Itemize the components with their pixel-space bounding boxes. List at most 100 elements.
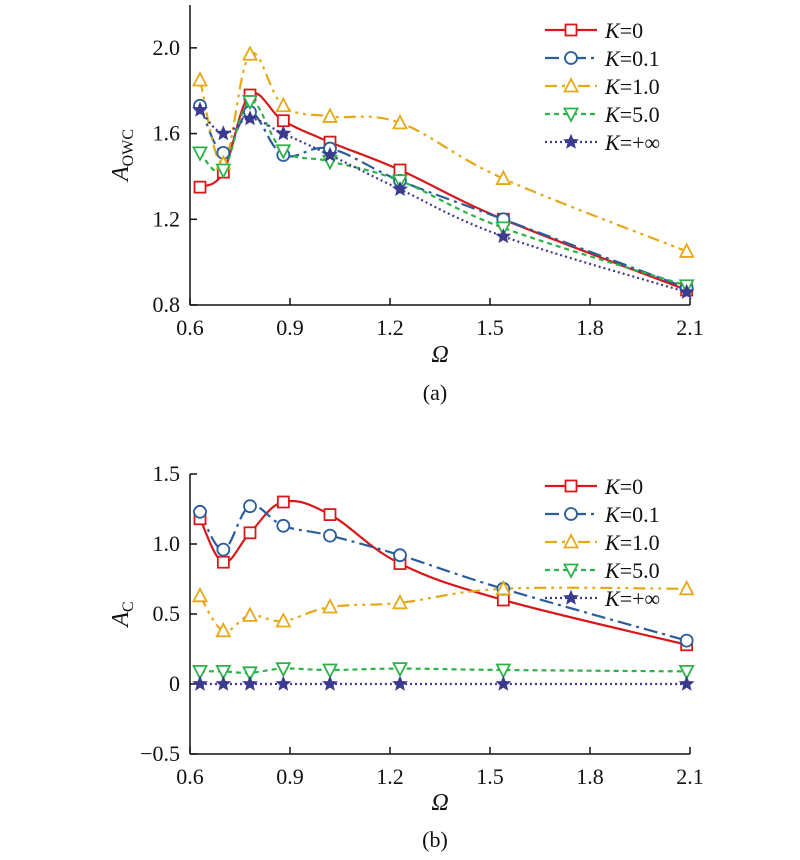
data-point <box>322 146 338 162</box>
data-point <box>495 169 512 185</box>
legend-label-k: K <box>604 530 621 555</box>
data-point <box>243 499 257 514</box>
data-point <box>276 495 290 509</box>
legend-label-k: K <box>604 558 621 583</box>
y-axis-label: AOWC <box>108 129 137 183</box>
y-tick-label: 2.0 <box>153 35 181 60</box>
data-point <box>276 518 291 533</box>
legend-marker <box>563 107 579 123</box>
x-axis-label: Ω <box>431 342 448 368</box>
series-line-3 <box>199 667 687 674</box>
data-point <box>392 593 408 610</box>
legend-label-k: K <box>604 502 621 527</box>
legend-marker <box>564 507 578 521</box>
x-tick-label: 1.8 <box>576 315 604 340</box>
x-tick-label: 1.5 <box>476 764 504 789</box>
y-axis-label-subscript: OWC <box>120 129 137 166</box>
data-point <box>275 96 292 113</box>
y-axis-label-main: A <box>108 612 134 629</box>
legend-label: K=1.0 <box>604 530 660 555</box>
legend-label: K=0 <box>604 474 643 499</box>
data-point <box>275 612 292 628</box>
data-point <box>216 555 230 569</box>
x-tick-label: 0.9 <box>276 764 304 789</box>
legend-label-value: =+∞ <box>620 586 661 611</box>
data-point <box>192 101 208 117</box>
data-point <box>192 146 208 162</box>
data-point <box>276 114 290 128</box>
legend-marker <box>563 77 579 93</box>
data-point <box>242 95 258 111</box>
legend-marker <box>563 589 579 605</box>
x-axis-label: Ω <box>431 790 448 816</box>
x-tick-label: 0.6 <box>176 315 204 340</box>
legend-label: K=0.1 <box>604 502 660 527</box>
data-point <box>242 606 258 622</box>
data-point <box>495 663 512 679</box>
legend-label-k: K <box>604 586 621 611</box>
data-point <box>275 662 292 678</box>
data-point <box>215 125 232 141</box>
data-point <box>242 110 258 126</box>
legend-marker <box>564 23 578 37</box>
data-point <box>322 663 338 679</box>
x-tick-label: 0.9 <box>276 315 304 340</box>
data-point <box>275 144 292 160</box>
y-tick-label: 1.0 <box>153 531 181 556</box>
chart-panel-a: 0.6 0.9 1.2 1.5 1.8 2.10.81.21.62.0ΩAOWCK=0K=… <box>108 5 704 405</box>
y-tick-label: −0.5 <box>140 741 180 766</box>
data-point <box>495 675 512 691</box>
legend-label-value: =0 <box>620 18 643 43</box>
data-point <box>192 586 208 603</box>
legend-label: K=+∞ <box>604 130 660 155</box>
data-point <box>275 125 292 141</box>
legend-marker <box>563 563 579 579</box>
data-point <box>243 526 257 540</box>
x-tick-label: 1.5 <box>476 315 504 340</box>
data-point <box>678 675 695 691</box>
data-point <box>495 228 512 244</box>
legend-label-k: K <box>604 46 621 71</box>
data-point <box>496 593 510 607</box>
data-point <box>495 579 512 596</box>
y-tick-label: 1.5 <box>153 461 181 486</box>
data-point <box>392 113 408 130</box>
legend-label: K=1.0 <box>604 74 660 99</box>
x-tick-label: 2.1 <box>676 315 704 340</box>
data-point <box>678 665 695 681</box>
data-point <box>193 504 207 519</box>
x-tick-label: 2.1 <box>676 764 704 789</box>
y-tick-label: 1.6 <box>153 121 181 146</box>
legend-label-k: K <box>604 18 621 43</box>
data-point <box>678 242 695 258</box>
legend-label: K=0 <box>604 18 643 43</box>
data-point <box>678 283 695 299</box>
data-point <box>215 675 232 691</box>
data-point <box>192 665 208 681</box>
data-point <box>392 181 408 196</box>
chart-panel-b: 0.6 0.9 1.2 1.5 1.8 2.1−0.500.51.01.5ΩACK=0K=… <box>108 461 704 852</box>
data-point <box>192 675 208 691</box>
legend-marker <box>563 533 579 549</box>
legend-label-value: =0 <box>620 474 643 499</box>
data-point <box>323 528 337 543</box>
y-axis-label-main: A <box>108 166 134 183</box>
legend-label-value: =1.0 <box>620 530 660 555</box>
legend-label-value: =+∞ <box>620 130 661 155</box>
series-line-2 <box>198 51 688 253</box>
legend-marker <box>564 479 578 493</box>
y-tick-label: 0 <box>169 671 180 696</box>
data-point <box>322 107 338 123</box>
data-point <box>678 579 695 596</box>
y-axis-label-subscript: C <box>120 601 137 612</box>
legend-label: K=5.0 <box>604 102 660 127</box>
x-tick-label: 1.2 <box>376 764 404 789</box>
data-point <box>679 633 694 648</box>
legend-label: K=+∞ <box>604 586 660 611</box>
y-tick-label: 0.8 <box>153 292 181 317</box>
data-point <box>242 675 258 691</box>
data-point <box>216 542 231 557</box>
data-point <box>393 548 407 563</box>
data-point <box>322 598 338 614</box>
